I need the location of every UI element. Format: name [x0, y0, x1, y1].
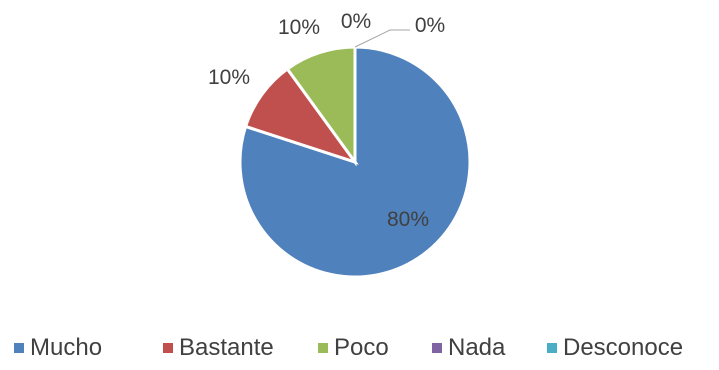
legend-item-mucho: Mucho [14, 334, 102, 361]
legend-swatch-mucho [14, 343, 24, 353]
legend-swatch-desconoce [547, 343, 557, 353]
legend-item-nada: Nada [432, 334, 506, 361]
legend-label-bastante: Bastante [179, 334, 274, 361]
data-label-poco: 10% [278, 16, 320, 39]
pie-slice-poco [285, 45, 357, 167]
legend-item-desconoce: Desconoce [547, 334, 683, 361]
data-label-mucho: 80% [387, 208, 429, 231]
data-label-desconoce: 0% [415, 14, 445, 37]
legend-label-desconoce: Desconoce [563, 334, 683, 361]
pie-slice-mucho [238, 45, 472, 279]
data-labels: 80% 10% 10% 0% 0% [208, 10, 445, 231]
legend-label-mucho: Mucho [30, 334, 102, 361]
legend-swatch-poco [318, 343, 328, 353]
legend: Mucho Bastante Poco Nada Desconoce [14, 334, 683, 361]
legend-swatch-nada [432, 343, 442, 353]
data-label-bastante: 10% [208, 66, 250, 89]
legend-item-poco: Poco [318, 334, 389, 361]
legend-swatch-bastante [163, 343, 173, 353]
pie-slices [238, 45, 472, 279]
legend-item-bastante: Bastante [163, 334, 274, 361]
leader-line-desconoce [354, 29, 410, 48]
leader-lines [354, 29, 410, 48]
legend-label-poco: Poco [334, 334, 389, 361]
data-label-nada: 0% [341, 10, 371, 33]
legend-label-nada: Nada [448, 334, 506, 361]
